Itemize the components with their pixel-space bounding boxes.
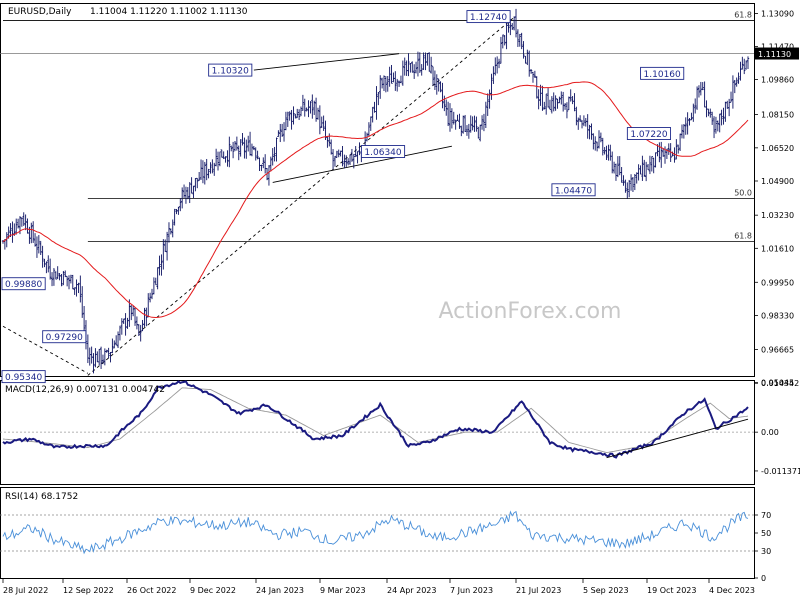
x-tick-label: 24 Apr 2023 (387, 586, 436, 595)
level-label-box (42, 330, 87, 344)
rsi-layer: 70 50 30 0 (0, 510, 771, 583)
level-label-text: 1.10320 (212, 67, 249, 77)
level-label-text: 0.97290 (46, 333, 83, 343)
macd-line (2, 380, 749, 459)
macd-label: MACD(12,26,9) 0.007131 0.004742 (5, 385, 165, 395)
level-label-text: 0.95340 (5, 373, 42, 383)
macd-y-tick-label: 0.014342 (761, 379, 799, 388)
watermark: ActionForex.com (439, 299, 622, 324)
y-tick-label: 1.08150 (761, 110, 794, 119)
y-tick-label: 1.09860 (761, 76, 794, 85)
level-label-box (640, 66, 685, 80)
level-label-text: 1.07220 (630, 130, 667, 140)
last-price-box (755, 47, 799, 60)
level-label-box (466, 10, 511, 24)
trendline (87, 16, 515, 376)
last-price-label: 1.11130 (758, 50, 791, 59)
macd-layer: 0.014342 0.00 -0.011371 (0, 379, 800, 476)
x-tick-label: 19 Oct 2023 (647, 586, 696, 595)
price-panel-frame (0, 3, 755, 377)
level-label-box (551, 183, 596, 197)
price-layer: 61.8 50.0 61.8 1.12740 1.10320 1.10160 1.06340… (0, 8, 799, 388)
trendline (253, 53, 400, 71)
rsi-y-tick-label: 50 (761, 529, 771, 538)
fib-label: 61.8 (734, 11, 752, 20)
level-label-box (360, 145, 406, 158)
level-label-box (1, 370, 46, 384)
rsi-y-tick-label: 70 (761, 511, 771, 520)
macd-y-tick-label: 0.00 (761, 428, 779, 437)
rsi-y-tick-label: 0 (761, 574, 766, 583)
y-tick-label: 0.99950 (761, 278, 794, 287)
chart-ohlc: 1.11004 1.11220 1.11002 1.11130 (90, 7, 248, 17)
x-tick-label: 12 Sep 2022 (63, 586, 114, 595)
level-label-box (208, 63, 253, 77)
y-tick-label: 1.03230 (761, 211, 794, 220)
x-tick-label: 9 Mar 2023 (320, 586, 366, 595)
level-label-text: 0.99880 (5, 280, 42, 290)
y-tick-label: 1.01610 (761, 244, 794, 253)
level-label-text: 1.12740 (470, 13, 507, 23)
rsi-line (2, 510, 749, 555)
x-tick-label: 26 Oct 2022 (127, 586, 176, 595)
y-tick-label: 1.06520 (761, 144, 794, 153)
macd-trendline (606, 418, 749, 459)
y-tick-label: 1.11470 (761, 43, 794, 52)
y-tick-label: 1.13090 (761, 9, 794, 18)
chart-symbol: EURUSD,Daily (8, 7, 72, 17)
rsi-label: RSI(14) 68.1752 (5, 492, 78, 502)
level-label-text: 1.06340 (364, 148, 401, 158)
moving-average-line (2, 81, 749, 319)
macd-signal-line (2, 387, 749, 454)
x-tick-label: 9 Dec 2022 (190, 586, 236, 595)
x-tick-label: 4 Dec 2023 (709, 586, 755, 595)
x-tick-label: 28 Jul 2022 (3, 586, 48, 595)
y-tick-label: 0.95045 (761, 379, 794, 388)
x-tick-label: 24 Jan 2023 (256, 586, 304, 595)
level-label-box (1, 277, 46, 291)
y-tick-label: 0.96665 (761, 346, 794, 355)
x-tick-label: 7 Jun 2023 (450, 586, 493, 595)
x-tick-label: 5 Sep 2023 (583, 586, 629, 595)
rsi-panel-frame (0, 487, 755, 579)
x-axis: 28 Jul 2022 12 Sep 2022 26 Oct 2022 9 Dec 2… (2, 579, 755, 595)
x-tick-label: 21 Jul 2023 (516, 586, 561, 595)
y-tick-label: 0.98330 (761, 311, 794, 320)
level-label-text: 1.10160 (644, 70, 681, 80)
rsi-y-tick-label: 30 (761, 547, 771, 556)
y-tick-label: 1.04900 (761, 177, 794, 186)
fib-label: 50.0 (734, 189, 752, 198)
trendline (272, 145, 452, 183)
level-label-box (626, 127, 672, 140)
level-label-text: 1.04470 (555, 186, 592, 196)
macd-y-tick-label: -0.011371 (761, 467, 800, 476)
trendline (2, 325, 89, 374)
fib-label: 61.8 (734, 231, 752, 240)
